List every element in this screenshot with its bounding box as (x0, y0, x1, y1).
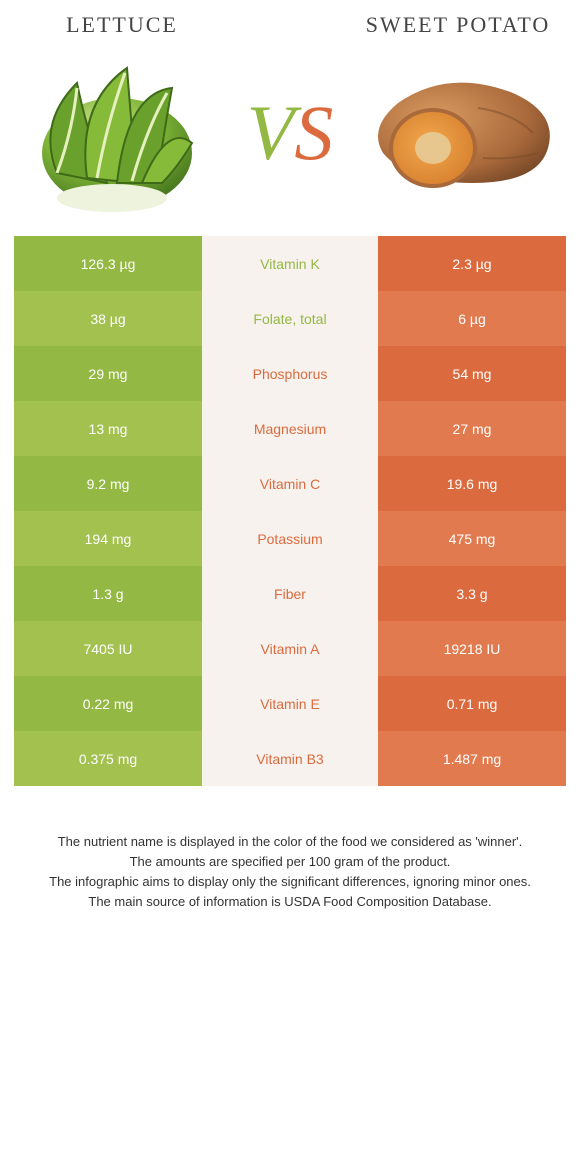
value-left: 0.375 mg (14, 731, 202, 786)
table-row: 7405 IUVitamin A19218 IU (14, 621, 566, 676)
value-left: 38 µg (14, 291, 202, 346)
value-right: 2.3 µg (378, 236, 566, 291)
table-row: 38 µgFolate, total6 µg (14, 291, 566, 346)
nutrient-label: Vitamin A (202, 621, 378, 676)
value-left: 0.22 mg (14, 676, 202, 731)
value-left: 1.3 g (14, 566, 202, 621)
nutrient-label: Fiber (202, 566, 378, 621)
titles-row: Lettuce Sweet Potato (14, 12, 566, 38)
table-row: 13 mgMagnesium27 mg (14, 401, 566, 456)
footnote-line: The nutrient name is displayed in the co… (42, 832, 538, 852)
value-left: 194 mg (14, 511, 202, 566)
food-title-right: Sweet Potato (350, 12, 566, 38)
nutrient-label: Vitamin E (202, 676, 378, 731)
value-left: 29 mg (14, 346, 202, 401)
table-row: 1.3 gFiber3.3 g (14, 566, 566, 621)
value-left: 7405 IU (14, 621, 202, 676)
footnote-line: The amounts are specified per 100 gram o… (42, 852, 538, 872)
nutrient-label: Folate, total (202, 291, 378, 346)
vs-right-char: S (294, 89, 333, 176)
value-right: 19218 IU (378, 621, 566, 676)
nutrient-table: 126.3 µgVitamin K2.3 µg38 µgFolate, tota… (14, 236, 566, 786)
value-left: 9.2 mg (14, 456, 202, 511)
value-right: 54 mg (378, 346, 566, 401)
value-right: 27 mg (378, 401, 566, 456)
table-row: 29 mgPhosphorus54 mg (14, 346, 566, 401)
value-right: 0.71 mg (378, 676, 566, 731)
food-title-left: Lettuce (14, 12, 230, 38)
footnote-line: The main source of information is USDA F… (42, 892, 538, 912)
nutrient-label: Vitamin B3 (202, 731, 378, 786)
table-row: 9.2 mgVitamin C19.6 mg (14, 456, 566, 511)
comparison-infographic: Lettuce Sweet Potato (0, 0, 580, 953)
nutrient-label: Potassium (202, 511, 378, 566)
value-right: 19.6 mg (378, 456, 566, 511)
value-right: 1.487 mg (378, 731, 566, 786)
nutrient-label: Phosphorus (202, 346, 378, 401)
sweet-potato-image (360, 48, 566, 218)
value-right: 3.3 g (378, 566, 566, 621)
value-right: 6 µg (378, 291, 566, 346)
lettuce-image (14, 48, 220, 218)
value-right: 475 mg (378, 511, 566, 566)
vs-left-char: V (247, 89, 295, 176)
nutrient-label: Vitamin C (202, 456, 378, 511)
lettuce-icon (27, 53, 207, 213)
table-row: 194 mgPotassium475 mg (14, 511, 566, 566)
value-left: 126.3 µg (14, 236, 202, 291)
nutrient-label: Vitamin K (202, 236, 378, 291)
table-row: 126.3 µgVitamin K2.3 µg (14, 236, 566, 291)
footnotes: The nutrient name is displayed in the co… (14, 832, 566, 913)
nutrient-label: Magnesium (202, 401, 378, 456)
table-row: 0.22 mgVitamin E0.71 mg (14, 676, 566, 731)
vs-label: VS (220, 88, 360, 178)
hero-row: VS (14, 48, 566, 218)
sweet-potato-icon (363, 58, 563, 208)
footnote-line: The infographic aims to display only the… (42, 872, 538, 892)
table-row: 0.375 mgVitamin B31.487 mg (14, 731, 566, 786)
value-left: 13 mg (14, 401, 202, 456)
